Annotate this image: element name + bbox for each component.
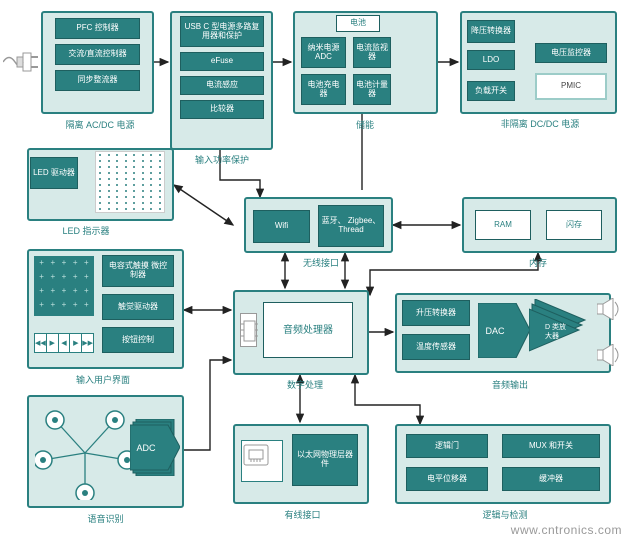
block-buffer: 缓冲器: [502, 467, 600, 491]
block-touch-drv: 触觉驱动器: [102, 294, 174, 320]
block-led-drv: LED 驱动器: [30, 157, 78, 189]
block-audio-processor: 音频处理器: [263, 302, 353, 358]
label-dcdc: 非隔离 DC/DC 电源: [490, 117, 590, 130]
block-logic-gate: 逻辑门: [406, 434, 488, 458]
block-volt-mon: 电压监控器: [535, 43, 607, 63]
block-curr-sense: 电流感应: [180, 76, 264, 95]
block-acdc-ctrl: 交流/直流控制器: [55, 44, 140, 65]
keypad-icon: ++++++++++++++++++++: [34, 256, 94, 316]
block-eth-phy: 以太网物理层器件: [292, 434, 358, 486]
label-input-prot: 输入功率保护: [186, 153, 258, 166]
block-curr-mon: 电流监视器: [353, 37, 391, 68]
label-wired: 有线接口: [275, 508, 330, 521]
block-boost: 升压转换器: [402, 300, 470, 326]
block-load-sw: 负载开关: [467, 81, 515, 101]
ethernet-icon: [241, 440, 283, 482]
block-comp: 比较器: [180, 100, 264, 119]
label-wireless: 无线接口: [296, 256, 346, 269]
processor-icon: [240, 313, 257, 347]
label-energy: 储能: [340, 118, 390, 131]
block-adc-nm: 纳米电源 ADC: [301, 37, 346, 68]
label-led: LED 指示器: [55, 224, 117, 237]
media-controls-icon: ◀◀▶◀▶▶▶: [34, 333, 94, 353]
block-cap-touch: 电容式触摸 微控制器: [102, 255, 174, 287]
led-matrix-icon: [95, 151, 165, 213]
label-logic: 逻辑与检测: [470, 508, 540, 521]
block-ram: RAM: [475, 210, 531, 240]
block-bt: 蓝牙、 Zigbee、 Thread: [318, 205, 384, 247]
block-level-shift: 电平位移器: [406, 467, 488, 491]
block-battery: 电池: [336, 15, 380, 32]
block-ldo: LDO: [467, 50, 515, 70]
block-sync-rect: 同步整流器: [55, 70, 140, 91]
label-ui: 输入用户界面: [63, 373, 143, 386]
block-mux: MUX 和开关: [502, 434, 600, 458]
watermark: www.cntronics.com: [511, 523, 622, 537]
block-flash: 闪存: [546, 210, 602, 240]
group-gesture: [27, 395, 184, 508]
block-usbc: USB C 型电源多路复用器和保护: [180, 16, 264, 47]
label-gesture: 语音识别: [78, 512, 133, 525]
block-fuel-gauge: 电池计量器: [353, 74, 391, 105]
label-audio-proc: 数字处理: [275, 378, 335, 391]
block-pfc: PFC 控制器: [55, 18, 140, 39]
block-efuse: eFuse: [180, 52, 264, 71]
block-buck: 降压转换器: [467, 20, 515, 43]
block-batt-chg: 电池充电器: [301, 74, 346, 105]
block-temp: 温度传感器: [402, 334, 470, 360]
block-btn-ctrl: 按钮控制: [102, 327, 174, 353]
label-acdc: 隔离 AC/DC 电源: [60, 118, 140, 131]
label-audio-out: 音频输出: [480, 378, 540, 391]
block-wifi: Wifi: [253, 210, 310, 243]
block-pmic: PMIC: [535, 73, 607, 100]
label-memory: 内存: [518, 256, 558, 269]
